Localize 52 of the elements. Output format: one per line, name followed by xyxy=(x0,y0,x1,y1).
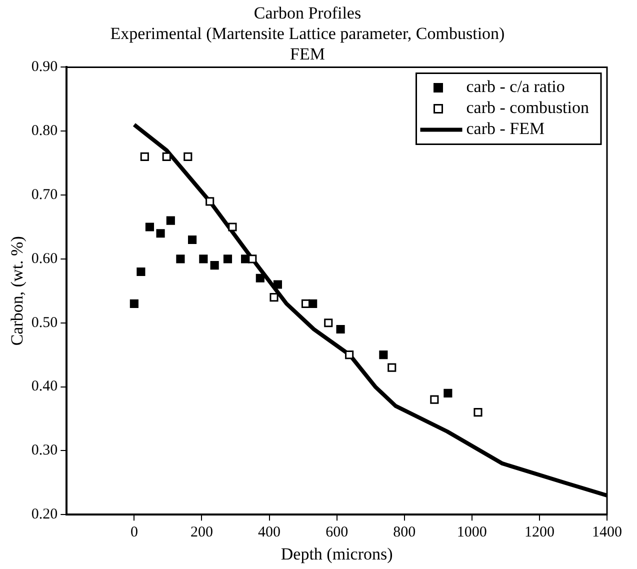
point xyxy=(345,350,354,360)
text: Experimental (Martensite Lattice parameter, Combustion) xyxy=(110,24,505,44)
point xyxy=(228,222,237,232)
point xyxy=(324,318,333,328)
x-tick-label: 1400 xyxy=(592,524,622,541)
point xyxy=(223,254,232,264)
x-tick-label: 1000 xyxy=(456,524,487,541)
y-tick-label: 0.50 xyxy=(31,314,58,331)
point xyxy=(388,363,396,372)
legend-label: carb - c/a ratio xyxy=(466,77,565,96)
point xyxy=(162,152,171,161)
point xyxy=(430,395,439,404)
point xyxy=(270,293,278,302)
point xyxy=(379,350,388,360)
y-tick-label: 0.80 xyxy=(31,123,58,140)
point xyxy=(308,299,318,308)
x-tick-label: 600 xyxy=(326,524,348,541)
x-tick-label: 800 xyxy=(393,524,416,541)
chart-title: Carbon Profiles xyxy=(254,4,362,23)
x-axis-title: Depth (microns) xyxy=(280,544,393,564)
point xyxy=(145,222,154,232)
y-tick-label: 0.70 xyxy=(31,186,58,203)
y-axis-title: Carbon, (wt. %) xyxy=(8,236,27,346)
point xyxy=(444,388,452,398)
y-tick-label: 0.90 xyxy=(31,59,58,76)
point xyxy=(140,152,149,161)
point xyxy=(184,152,192,161)
point xyxy=(273,280,282,289)
point xyxy=(156,229,165,238)
y-tick-label: 0.20 xyxy=(31,506,58,523)
y-tick-label: 0.60 xyxy=(31,250,58,267)
point xyxy=(474,408,482,417)
x-tick-label: 1200 xyxy=(524,524,554,541)
point xyxy=(210,261,219,270)
y-tick-label: 0.30 xyxy=(31,442,58,459)
x-tick-label: 400 xyxy=(258,524,281,541)
legend-label: carb - combustion xyxy=(466,98,590,118)
point xyxy=(136,267,146,276)
point xyxy=(241,254,250,264)
x-tick-label: 200 xyxy=(190,524,213,541)
text: FEM xyxy=(290,44,325,64)
point xyxy=(188,235,197,244)
x-tick-label: 0 xyxy=(130,524,138,541)
y-tick-label: 0.40 xyxy=(31,378,58,395)
legend-label: carb - FEM xyxy=(466,119,545,138)
point xyxy=(199,254,208,264)
point xyxy=(206,197,214,206)
point xyxy=(176,254,185,264)
point xyxy=(166,216,175,225)
point xyxy=(130,299,138,308)
point xyxy=(256,274,264,282)
point xyxy=(336,324,345,334)
